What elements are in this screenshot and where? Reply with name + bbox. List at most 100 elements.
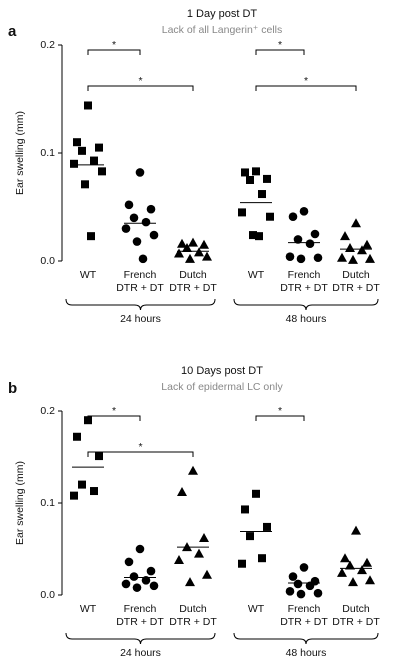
triangle-marker: [337, 252, 347, 262]
x-tick-label: DTR + DT: [169, 616, 217, 628]
triangle-marker: [351, 525, 361, 535]
square-marker: [252, 167, 260, 176]
y-tick-label: 0.0: [40, 255, 55, 267]
y-tick-label: 0.0: [40, 589, 55, 601]
circle-marker: [121, 579, 131, 589]
square-marker: [73, 432, 81, 441]
triangle-marker: [362, 557, 372, 567]
circle-marker: [305, 239, 315, 249]
significance-bracket: [255, 49, 305, 55]
x-tick-label: DTR + DT: [280, 282, 328, 294]
circle-marker: [138, 254, 148, 264]
circle-marker: [124, 200, 134, 210]
triangle-marker: [174, 555, 184, 565]
group-label: 24 hours: [120, 647, 161, 659]
y-tick-label: 0.1: [40, 147, 55, 159]
square-marker: [263, 522, 271, 531]
x-tick-label: Dutch: [342, 603, 370, 615]
x-tick-label: WT: [248, 603, 265, 615]
triangle-marker: [188, 237, 198, 247]
group-label: 48 hours: [286, 313, 327, 325]
triangle-marker: [348, 577, 358, 587]
chart-title: 10 Days post DT: [181, 365, 263, 377]
triangle-marker: [188, 465, 198, 475]
significance-bracket: [87, 49, 141, 55]
triangle-marker: [362, 239, 372, 249]
triangle-marker: [345, 243, 355, 253]
x-tick-label: French: [288, 603, 321, 615]
x-tick-label: Dutch: [342, 269, 370, 281]
y-axis-label: Ear swelling (mm): [14, 111, 26, 195]
significance-label: *: [138, 75, 142, 87]
square-marker: [258, 554, 266, 563]
circle-marker: [313, 588, 323, 598]
x-tick-label: Dutch: [179, 269, 207, 281]
chart-title: 1 Day post DT: [187, 8, 258, 20]
panel-label: a: [8, 23, 17, 40]
panel-label: b: [8, 380, 17, 397]
square-marker: [266, 212, 274, 221]
x-tick-label: DTR + DT: [332, 616, 380, 628]
circle-marker: [288, 212, 298, 222]
x-tick-label: DTR + DT: [280, 616, 328, 628]
significance-bracket: [87, 415, 141, 421]
square-marker: [241, 168, 249, 177]
square-marker: [95, 452, 103, 461]
y-tick-label: 0.2: [40, 39, 55, 51]
square-marker: [78, 146, 86, 155]
triangle-marker: [202, 251, 212, 261]
y-tick-label: 0.2: [40, 405, 55, 417]
circle-marker: [293, 235, 303, 244]
square-marker: [249, 231, 257, 240]
x-tick-label: French: [288, 269, 321, 281]
circle-marker: [310, 229, 320, 239]
x-tick-label: DTR + DT: [116, 282, 164, 294]
group-brace: [233, 632, 379, 645]
significance-bracket: [87, 451, 194, 457]
circle-marker: [124, 557, 134, 567]
triangle-marker: [177, 486, 187, 496]
square-marker: [90, 156, 98, 165]
circle-marker: [129, 572, 139, 581]
circle-marker: [293, 579, 303, 589]
circle-marker: [141, 575, 151, 585]
square-marker: [95, 143, 103, 152]
triangle-marker: [365, 575, 375, 585]
triangle-marker: [199, 239, 209, 249]
circle-marker: [132, 237, 142, 246]
significance-label: *: [112, 39, 116, 51]
circle-marker: [299, 207, 309, 216]
triangle-marker: [194, 548, 204, 558]
triangle-marker: [345, 560, 355, 570]
triangle-marker: [348, 254, 358, 264]
triangle-marker: [357, 245, 367, 255]
triangle-marker: [174, 248, 184, 258]
square-marker: [90, 487, 98, 496]
significance-label: *: [304, 75, 308, 87]
triangle-marker: [357, 565, 367, 575]
x-tick-label: Dutch: [179, 603, 207, 615]
circle-marker: [149, 581, 159, 591]
circle-marker: [285, 252, 295, 261]
triangle-marker: [194, 247, 204, 257]
square-marker: [246, 176, 254, 184]
circle-marker: [121, 224, 131, 233]
triangle-marker: [182, 243, 192, 253]
x-tick-label: French: [124, 603, 157, 615]
square-marker: [241, 505, 249, 514]
x-tick-label: DTR + DT: [169, 282, 217, 294]
x-tick-label: DTR + DT: [116, 616, 164, 628]
group-brace: [65, 632, 216, 645]
group-brace: [65, 298, 216, 311]
circle-marker: [296, 254, 306, 264]
square-marker: [98, 167, 106, 176]
circle-marker: [129, 213, 139, 223]
square-marker: [238, 559, 246, 568]
x-tick-label: DTR + DT: [332, 282, 380, 294]
group-label: 24 hours: [120, 313, 161, 325]
chart-subtitle: Lack of all Langerin⁺ cells: [162, 24, 283, 36]
triangle-marker: [177, 238, 187, 248]
square-marker: [87, 232, 95, 241]
triangle-marker: [202, 569, 212, 579]
